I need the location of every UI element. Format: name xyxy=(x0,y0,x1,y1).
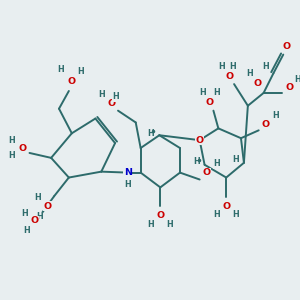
Text: H: H xyxy=(21,209,28,218)
Text: H: H xyxy=(58,65,64,74)
Text: O: O xyxy=(225,72,233,81)
Text: H: H xyxy=(272,111,279,120)
Text: H: H xyxy=(147,220,154,229)
Text: H: H xyxy=(213,159,220,168)
Text: O: O xyxy=(68,77,76,86)
Text: H: H xyxy=(233,210,239,219)
Text: H: H xyxy=(113,92,119,101)
Text: H: H xyxy=(98,90,105,99)
Text: H: H xyxy=(262,62,269,71)
Text: O: O xyxy=(196,136,204,145)
Text: H: H xyxy=(147,129,154,138)
Text: H: H xyxy=(36,212,43,221)
Text: H: H xyxy=(233,155,239,164)
Text: H: H xyxy=(77,67,84,76)
Text: O: O xyxy=(254,79,262,88)
Text: O: O xyxy=(107,99,115,108)
Text: H: H xyxy=(230,62,236,71)
Text: O: O xyxy=(202,168,211,177)
Text: O: O xyxy=(206,98,214,107)
Text: O: O xyxy=(156,212,164,220)
Text: O: O xyxy=(19,143,27,152)
Text: O: O xyxy=(282,42,290,51)
Text: H: H xyxy=(166,220,172,229)
Text: H: H xyxy=(213,210,220,219)
Text: O: O xyxy=(43,202,51,211)
Text: H: H xyxy=(246,69,253,78)
Text: O: O xyxy=(285,82,293,91)
Text: H: H xyxy=(218,62,225,71)
Text: H: H xyxy=(213,88,220,98)
Text: O: O xyxy=(262,120,270,129)
Text: O: O xyxy=(30,216,38,225)
Text: H: H xyxy=(295,75,300,84)
Text: H: H xyxy=(199,88,206,98)
Text: H: H xyxy=(8,152,15,160)
Text: O: O xyxy=(222,202,230,211)
Text: H: H xyxy=(34,193,41,202)
Text: N: N xyxy=(124,168,132,177)
Text: H: H xyxy=(193,157,200,166)
Text: H: H xyxy=(124,180,131,189)
Text: H: H xyxy=(23,226,30,235)
Text: H: H xyxy=(8,136,15,145)
